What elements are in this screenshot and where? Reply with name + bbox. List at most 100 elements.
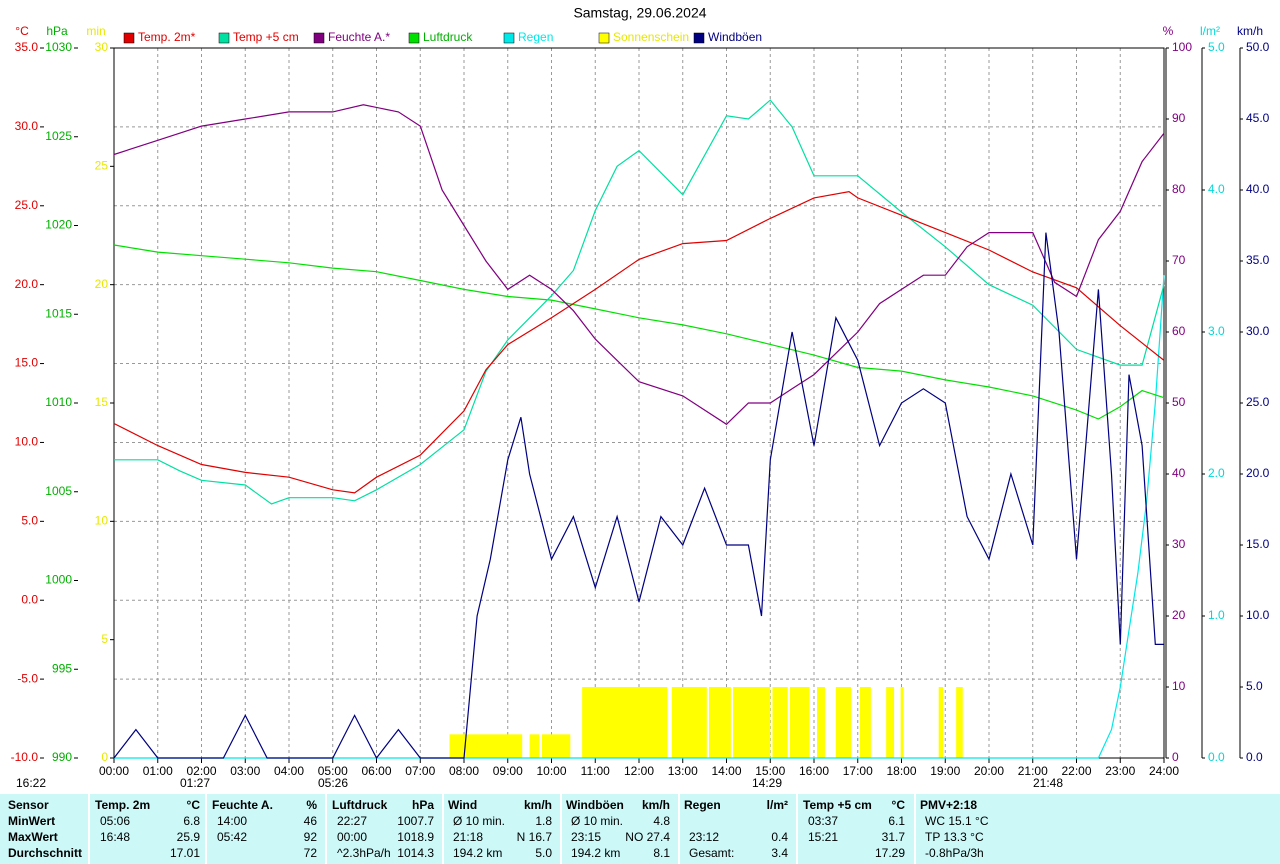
cell: 25.9 — [176, 830, 200, 844]
cell: 194.2 km — [453, 846, 503, 860]
cell: Gesamt: — [689, 846, 735, 860]
row-label: MinWert — [8, 814, 56, 828]
legend-label: Temp +5 cm — [233, 30, 299, 44]
y-tick-label: 2.0 — [1208, 466, 1225, 480]
sunshine-bar — [789, 687, 810, 758]
x-tick-label: 08:00 — [449, 764, 479, 778]
column-unit: km/h — [523, 798, 552, 812]
cell: 31.7 — [881, 830, 905, 844]
cell: 3.4 — [771, 846, 788, 860]
x-tick-label: 00:00 — [99, 764, 129, 778]
cell: 00:00 — [337, 830, 368, 844]
sunshine-bar — [541, 734, 571, 758]
annotation: 01:27 — [180, 776, 210, 790]
series-line — [113, 190, 1165, 494]
annotation: 14:29 — [752, 776, 782, 790]
sunshine-bar — [938, 687, 944, 758]
cell: 15:21 — [808, 830, 839, 844]
x-tick-label: 15:00 — [755, 764, 785, 778]
column-label: PMV+2:18 — [920, 798, 978, 812]
y-tick-label: 30.0 — [15, 119, 39, 133]
divider — [205, 794, 207, 864]
x-tick-label: 12:00 — [624, 764, 654, 778]
x-tick-label: 18:00 — [886, 764, 916, 778]
y-tick-label: 25.0 — [1246, 395, 1270, 409]
row-label: Durchschnitt — [8, 846, 83, 860]
sunshine-bar — [835, 687, 852, 758]
y-tick-label: 80 — [1172, 182, 1186, 196]
column-label: Regen — [684, 798, 721, 812]
cell: WC 15.1 °C — [925, 814, 989, 828]
series-line — [113, 244, 1165, 420]
cell: 03:37 — [808, 814, 839, 828]
y-tick-label: 5.0 — [21, 514, 38, 528]
cell: 92 — [303, 830, 317, 844]
y-tick-label: 20.0 — [1246, 466, 1270, 480]
cell: 4.8 — [653, 814, 670, 828]
cell: 6.8 — [183, 814, 200, 828]
y-tick-label: 0 — [101, 750, 108, 764]
column-label: Temp +5 cm — [803, 798, 872, 812]
sunshine-bar — [733, 687, 771, 758]
y-tick-label: 4.0 — [1208, 182, 1225, 196]
column-label: Temp. 2m — [95, 798, 151, 812]
cell: 14:00 — [217, 814, 248, 828]
x-tick-label: 06:00 — [361, 764, 391, 778]
cell: 1018.9 — [397, 830, 434, 844]
summary-table: Sensor Temp. 2m °C Feuchte A.% Luftdruck hPa W… — [0, 794, 1280, 864]
y-tick-label: 1.0 — [1208, 608, 1225, 622]
divider — [796, 794, 798, 864]
sunshine-bar — [772, 687, 788, 758]
sunshine-bar — [529, 734, 540, 758]
cell: Ø 10 min. — [571, 814, 624, 828]
divider — [88, 794, 90, 864]
divider — [442, 794, 444, 864]
cell: TP 13.3 °C — [925, 830, 984, 844]
y-tick-label: 10 — [95, 514, 109, 528]
y-tick-label: -10.0 — [11, 750, 39, 764]
x-tick-label: 17:00 — [843, 764, 873, 778]
axis-title: km/h — [1237, 24, 1263, 38]
y-tick-label: 25.0 — [15, 198, 39, 212]
column-label: Windböen — [566, 798, 624, 812]
cell: 1014.3 — [397, 846, 434, 860]
y-tick-label: 70 — [1172, 253, 1186, 267]
cell: 23:15 — [571, 830, 602, 844]
x-tick-label: 22:00 — [1061, 764, 1091, 778]
legend-label: Temp. 2m* — [138, 30, 196, 44]
cell: 1.8 — [535, 814, 552, 828]
sunshine-bar — [859, 687, 871, 758]
y-tick-label: 30 — [1172, 537, 1186, 551]
y-tick-label: 15.0 — [15, 356, 39, 370]
sunshine-bar — [886, 687, 895, 758]
sunshine-bar — [449, 734, 523, 758]
y-tick-label: 1020 — [45, 218, 72, 232]
x-tick-label: 13:00 — [668, 764, 698, 778]
series-line — [114, 275, 1165, 759]
cell: 21:18 — [453, 830, 484, 844]
background — [0, 0, 1280, 794]
axis-title: hPa — [46, 24, 68, 38]
cell: N 16.7 — [516, 830, 552, 844]
legend-label: Sonnenschein — [613, 30, 689, 44]
y-tick-label: 35.0 — [15, 40, 39, 54]
x-tick-label: 05:00 — [318, 764, 348, 778]
x-tick-label: 20:00 — [974, 764, 1004, 778]
legend-swatch — [503, 32, 515, 44]
axis-title: min — [86, 24, 105, 38]
x-tick-label: 04:00 — [274, 764, 304, 778]
cell: Ø 10 min. — [453, 814, 506, 828]
x-tick-label: 23:00 — [1105, 764, 1135, 778]
cell: NO 27.4 — [625, 830, 670, 844]
y-tick-label: 90 — [1172, 111, 1186, 125]
y-tick-label: 3.0 — [1208, 324, 1225, 338]
column-label: Wind — [448, 798, 478, 812]
column-unit: °C — [891, 798, 905, 812]
y-tick-label: 990 — [52, 750, 72, 764]
legend-swatch — [598, 32, 610, 44]
sunshine-bar — [817, 687, 825, 758]
series-line — [113, 232, 1164, 760]
cell: 17.01 — [169, 846, 200, 860]
cell: 6.1 — [888, 814, 905, 828]
